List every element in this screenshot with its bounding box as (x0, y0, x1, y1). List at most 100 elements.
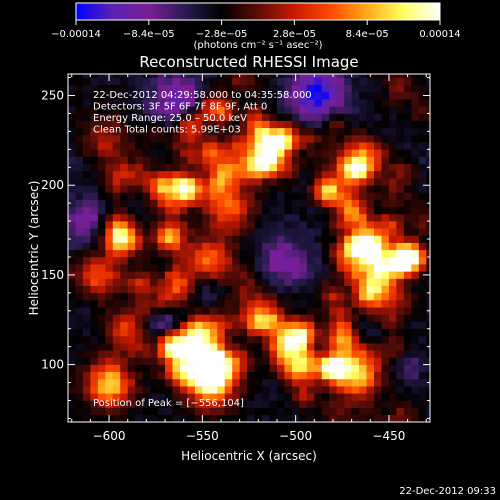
heatmap-cell (217, 378, 226, 387)
heatmap-cell (224, 156, 233, 164)
heatmap-cell (239, 300, 248, 308)
heatmap-cell (388, 74, 397, 78)
heatmap-cell (97, 77, 106, 86)
heatmap-cell (179, 357, 188, 365)
heatmap-cell (135, 127, 143, 136)
heatmap-cell (194, 120, 203, 129)
heatmap-cell (157, 106, 166, 114)
heatmap-cell (418, 285, 427, 294)
heatmap-cell (97, 242, 106, 251)
heatmap-cell (262, 142, 270, 150)
heatmap-cell (403, 199, 412, 208)
heatmap-cell (112, 357, 121, 365)
heatmap-cell (172, 142, 181, 150)
heatmap-cell (217, 192, 226, 200)
heatmap-cell (276, 285, 285, 294)
heatmap-cell (202, 192, 211, 200)
heatmap-cell (209, 84, 218, 93)
heatmap-cell (306, 343, 315, 351)
heatmap-cell (306, 300, 315, 308)
heatmap-cell (68, 149, 76, 157)
heatmap-cell (388, 278, 397, 286)
heatmap-cell (247, 84, 255, 93)
heatmap-cell (75, 386, 84, 394)
heatmap-cell (127, 99, 136, 107)
plot-frame (67, 73, 431, 423)
heatmap-cell (232, 149, 240, 157)
heatmap-cell (321, 321, 330, 330)
heatmap-cell (142, 99, 151, 107)
heatmap-cell (75, 307, 84, 315)
heatmap-cell (247, 206, 255, 215)
heatmap-cell (291, 149, 300, 157)
heatmap-cell (314, 343, 323, 351)
heatmap-cell (351, 414, 360, 422)
heatmap-cell (150, 300, 158, 308)
heatmap-cell (135, 120, 143, 129)
heatmap-cell (172, 74, 181, 78)
heatmap-cell (157, 328, 166, 337)
heatmap-cell (209, 170, 218, 179)
heatmap-cell (135, 300, 143, 308)
heatmap-cell (374, 264, 382, 272)
heatmap-cell (75, 228, 84, 236)
heatmap-cell (418, 364, 427, 373)
heatmap-cell (306, 77, 315, 86)
heatmap-cell (135, 213, 143, 222)
heatmap-cell (135, 106, 143, 114)
heatmap-cell (179, 99, 188, 107)
heatmap-cell (284, 127, 293, 136)
heatmap-cell (68, 142, 76, 150)
heatmap-cell (247, 271, 255, 279)
heatmap-cell (75, 106, 84, 114)
heatmap-cell (202, 74, 211, 78)
heatmap-cell (202, 199, 211, 208)
heatmap-cell (202, 364, 211, 373)
heatmap-cell (411, 343, 420, 351)
heatmap-cell (209, 235, 218, 243)
heatmap-cell (388, 335, 397, 344)
heatmap-cell (254, 364, 263, 373)
heatmap-cell (224, 170, 233, 179)
heatmap-cell (314, 178, 323, 186)
heatmap-cell (344, 77, 352, 86)
heatmap-cell (239, 271, 248, 279)
heatmap-cell (97, 99, 106, 107)
heatmap-cell (105, 84, 114, 93)
heatmap-cell (262, 84, 270, 93)
heatmap-cell (90, 149, 99, 157)
heatmap-cell (75, 357, 84, 365)
heatmap-cell (329, 228, 337, 236)
heatmap-cell (329, 386, 337, 394)
heatmap-cell (247, 285, 255, 294)
heatmap-cell (299, 300, 308, 308)
heatmap-cell (150, 328, 158, 337)
heatmap-cell (329, 378, 337, 387)
heatmap-cell (396, 300, 405, 308)
heatmap-cell (359, 74, 367, 78)
heatmap-cell (396, 91, 405, 100)
timestamp-label: 22‐Dec‐2012 09:33 (399, 486, 496, 497)
heatmap-cell (165, 378, 173, 387)
heatmap-cell (239, 156, 248, 164)
heatmap-cell (336, 300, 345, 308)
heatmap-cell (306, 221, 315, 229)
heatmap-cell (329, 77, 337, 86)
heatmap-cell (396, 199, 405, 208)
heatmap-cell (194, 77, 203, 86)
heatmap-cell (90, 350, 99, 358)
heatmap-cell (202, 156, 211, 164)
heatmap-cell (232, 292, 240, 301)
heatmap-cell (172, 414, 181, 422)
heatmap-cell (329, 292, 337, 301)
heatmap-cell (120, 91, 129, 100)
heatmap-cell (411, 328, 420, 337)
heatmap-cell (187, 407, 196, 416)
heatmap-cell (179, 414, 188, 422)
heatmap-cell (306, 335, 315, 344)
heatmap-cell (120, 350, 129, 358)
heatmap-cell (239, 74, 248, 78)
heatmap-cell (217, 120, 226, 129)
heatmap-cell (217, 156, 226, 164)
heatmap-cell (269, 163, 278, 172)
